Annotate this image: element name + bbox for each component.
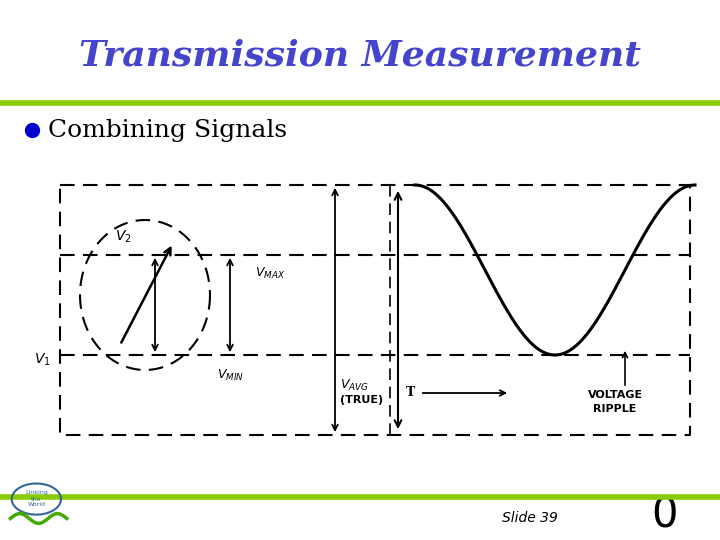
Text: $V_{MAX}$: $V_{MAX}$ — [255, 266, 285, 281]
Text: $V_{AVG}$: $V_{AVG}$ — [340, 377, 369, 393]
Text: 0: 0 — [652, 495, 678, 537]
Text: the: the — [31, 497, 42, 502]
Text: Linking: Linking — [25, 490, 48, 495]
Text: $\mathit{V}_2$: $\mathit{V}_2$ — [114, 229, 131, 245]
Text: World: World — [27, 502, 45, 508]
Text: $V_{MIN}$: $V_{MIN}$ — [217, 367, 243, 382]
Text: Slide 39: Slide 39 — [502, 511, 558, 525]
Text: (TRUE): (TRUE) — [340, 395, 383, 405]
Text: $\mathit{V}_1$: $\mathit{V}_1$ — [34, 352, 50, 368]
Text: T: T — [406, 387, 415, 400]
Text: VOLTAGE
RIPPLE: VOLTAGE RIPPLE — [588, 390, 642, 414]
Text: Transmission Measurement: Transmission Measurement — [79, 38, 641, 72]
Text: Combining Signals: Combining Signals — [48, 118, 287, 141]
